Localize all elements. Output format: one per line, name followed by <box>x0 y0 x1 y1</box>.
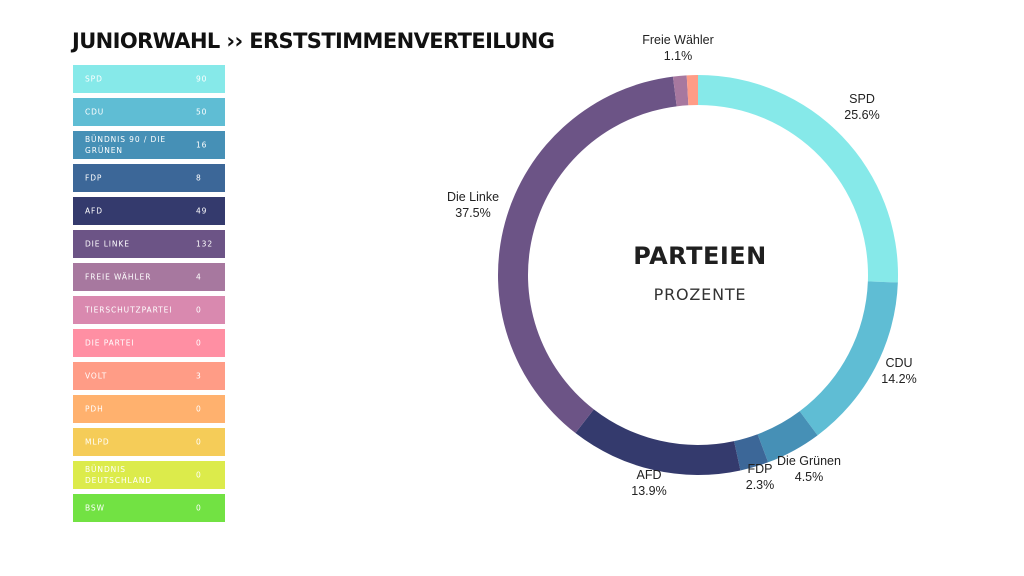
slice-label: FDP <box>748 462 773 476</box>
donut-slice <box>672 75 689 107</box>
party-count: 0 <box>196 305 202 315</box>
party-row: CDU 50 <box>73 98 225 126</box>
party-row: MLPD 0 <box>73 428 225 456</box>
slice-value-label: 13.9% <box>631 484 666 498</box>
party-name: BSW <box>85 503 105 513</box>
party-count: 3 <box>196 371 202 381</box>
party-count: 16 <box>196 140 208 150</box>
party-count: 90 <box>196 74 208 84</box>
party-name: DIE PARTEI <box>85 338 135 348</box>
slice-value-label: 37.5% <box>455 206 490 220</box>
donut-slice <box>497 76 677 434</box>
party-name: TIERSCHUTZPARTEI <box>85 305 173 315</box>
party-row: BÜNDNIS 90 / DIE GRÜNEN 16 <box>73 131 225 159</box>
slice-value-label: 25.6% <box>844 108 879 122</box>
party-row: BÜNDNIS DEUTSCHLAND 0 <box>73 461 225 489</box>
party-count: 4 <box>196 272 202 282</box>
party-row: BSW 0 <box>73 494 225 522</box>
slice-label: Die Linke <box>447 190 499 204</box>
party-name: BÜNDNIS 90 / DIE GRÜNEN <box>85 135 166 155</box>
party-count: 49 <box>196 206 208 216</box>
party-count: 0 <box>196 503 202 513</box>
slice-label: Freie Wähler <box>642 33 714 47</box>
party-row: SPD 90 <box>73 65 225 93</box>
slice-label: SPD <box>849 92 875 106</box>
party-row: DIE LINKE 132 <box>73 230 225 258</box>
page-title: JUNIORWAHL ›› ERSTSTIMMENVERTEILUNG <box>72 29 555 53</box>
party-name: AFD <box>85 206 103 216</box>
party-count: 132 <box>196 239 214 249</box>
donut-slice <box>686 75 698 106</box>
chart-center-title: PARTEIEN <box>633 242 767 270</box>
party-row: FREIE WÄHLER 4 <box>73 263 225 291</box>
party-count: 0 <box>196 437 202 447</box>
party-row: VOLT 3 <box>73 362 225 390</box>
party-vote-list: SPD 90 CDU 50 BÜNDNIS 90 / DIE GRÜNEN 16 FDP 8 A… <box>73 65 225 527</box>
party-count: 0 <box>196 404 202 414</box>
slice-value-label: 4.5% <box>795 470 824 484</box>
party-count: 50 <box>196 107 208 117</box>
party-row: PDH 0 <box>73 395 225 423</box>
party-row: TIERSCHUTZPARTEI 0 <box>73 296 225 324</box>
chart-center-subtitle: PROZENTE <box>653 285 747 304</box>
party-row: AFD 49 <box>73 197 225 225</box>
party-name: SPD <box>85 74 103 84</box>
slice-label: Die Grünen <box>777 454 841 468</box>
party-name: PDH <box>85 404 104 414</box>
party-name: VOLT <box>85 371 108 381</box>
party-name: FDP <box>85 173 103 183</box>
party-row: FDP 8 <box>73 164 225 192</box>
party-name: FREIE WÄHLER <box>85 272 152 282</box>
party-count: 0 <box>196 470 202 480</box>
slice-value-label: 1.1% <box>664 49 693 63</box>
party-count: 8 <box>196 173 202 183</box>
party-name: BÜNDNIS DEUTSCHLAND <box>85 465 152 485</box>
party-name: DIE LINKE <box>85 239 130 249</box>
donut-slice <box>698 75 898 283</box>
slice-label: CDU <box>885 356 912 370</box>
donut-slice <box>575 409 741 475</box>
party-count: 0 <box>196 338 202 348</box>
donut-slice <box>757 411 818 463</box>
party-name: MLPD <box>85 437 110 447</box>
slice-value-label: 2.3% <box>746 478 775 492</box>
donut-slice <box>734 434 769 471</box>
party-name: CDU <box>85 107 105 117</box>
donut-slice <box>799 281 898 436</box>
party-row: DIE PARTEI 0 <box>73 329 225 357</box>
slice-label: AFD <box>637 468 662 482</box>
slice-value-label: 14.2% <box>881 372 916 386</box>
